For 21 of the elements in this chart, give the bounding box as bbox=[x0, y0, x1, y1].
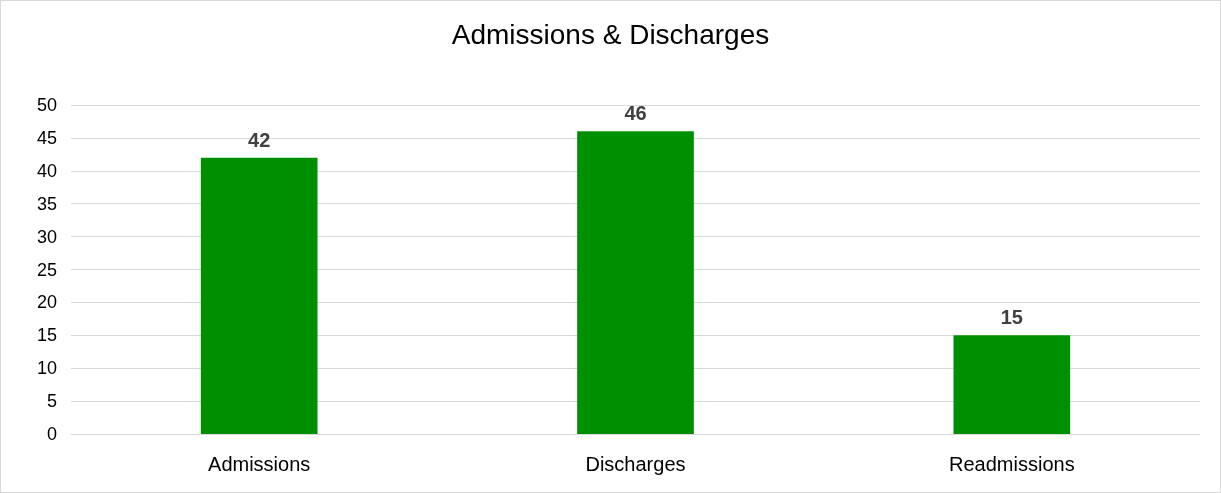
y-tick-label: 15 bbox=[36, 325, 57, 346]
x-tick-label: Admissions bbox=[208, 453, 311, 475]
y-tick-label: 45 bbox=[36, 127, 57, 148]
y-tick-label: 20 bbox=[36, 292, 57, 313]
x-tick-label: Discharges bbox=[585, 453, 686, 475]
data-label: 46 bbox=[624, 102, 647, 125]
y-tick-label: 0 bbox=[46, 424, 57, 444]
bar bbox=[953, 335, 1071, 434]
x-tick-label: Readmissions bbox=[949, 453, 1075, 475]
bar bbox=[200, 157, 318, 434]
bar bbox=[577, 131, 694, 434]
data-label: 15 bbox=[1000, 306, 1023, 329]
chart-title: Admissions & Discharges bbox=[451, 18, 770, 50]
y-tick-label: 35 bbox=[36, 193, 57, 214]
y-tick-label: 40 bbox=[36, 160, 57, 181]
y-tick-label: 30 bbox=[36, 226, 57, 247]
y-tick-label: 25 bbox=[36, 259, 57, 280]
data-label: 42 bbox=[248, 128, 271, 151]
y-tick-label: 10 bbox=[36, 358, 57, 379]
y-tick-label: 50 bbox=[36, 95, 57, 115]
y-tick-label: 5 bbox=[46, 391, 57, 412]
